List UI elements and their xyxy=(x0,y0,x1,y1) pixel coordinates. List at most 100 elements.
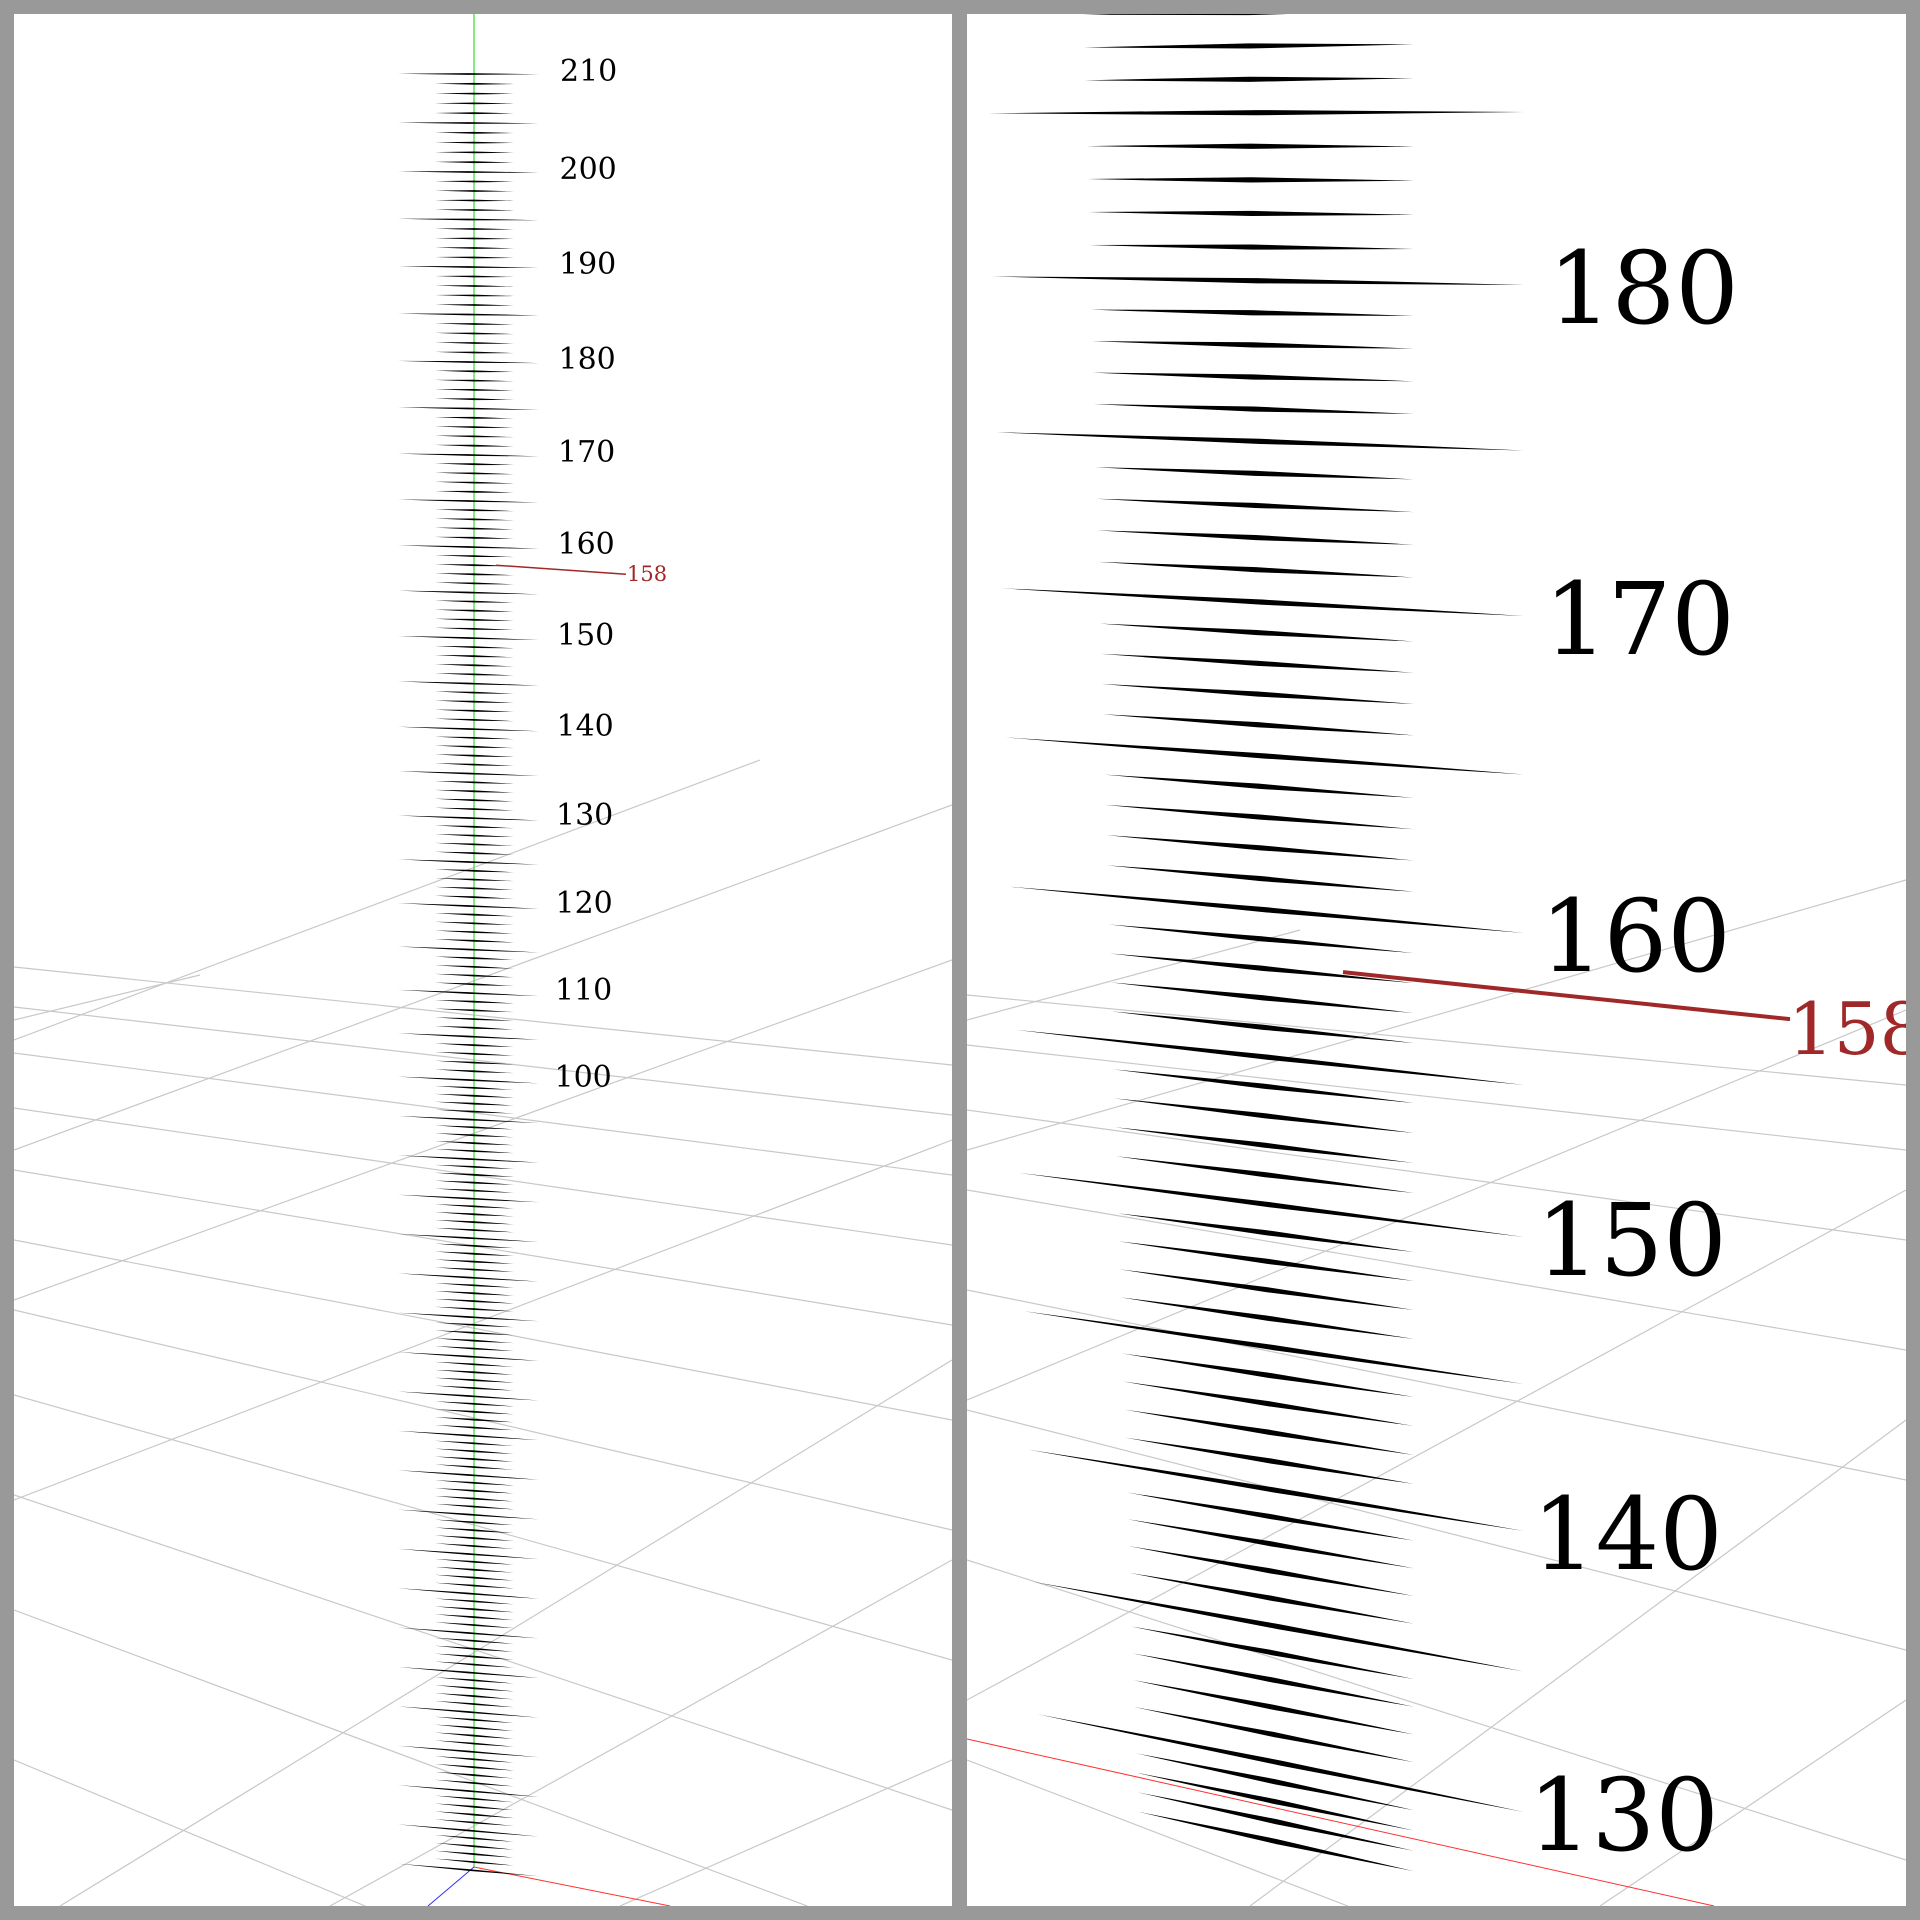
minor-tick xyxy=(435,190,514,192)
minor-tick xyxy=(435,323,514,325)
minor-tick xyxy=(435,1417,514,1423)
minor-tick xyxy=(435,1850,514,1858)
grid-line xyxy=(14,1609,808,1906)
minor-tick xyxy=(435,1834,514,1842)
minor-tick xyxy=(435,237,514,240)
major-tick xyxy=(398,266,539,268)
grid-line xyxy=(967,1409,1906,1651)
minor-tick xyxy=(435,1085,514,1090)
minor-tick xyxy=(435,1693,514,1700)
grid-line xyxy=(967,1109,1906,1241)
minor-tick xyxy=(435,956,514,960)
overview-viewport[interactable]: 210 200 190 180 170 160 150 140 130 120 110 100 158 xyxy=(14,14,952,1906)
major-tick xyxy=(1010,886,1524,933)
ruler-ticks xyxy=(398,73,539,1877)
minor-tick xyxy=(1124,1409,1414,1455)
minor-tick xyxy=(435,1606,514,1613)
minor-tick xyxy=(435,1369,514,1375)
minor-tick xyxy=(435,807,514,811)
minor-tick xyxy=(435,1456,514,1462)
floor-grid xyxy=(967,879,1906,1906)
minor-tick xyxy=(435,930,514,934)
minor-tick xyxy=(435,564,514,567)
minor-tick xyxy=(435,1566,514,1573)
minor-tick xyxy=(435,1582,514,1589)
ruler-label: 150 xyxy=(1536,1182,1727,1299)
marker-label: 158 xyxy=(1788,987,1920,1071)
ruler-ticks xyxy=(987,14,1524,1872)
grid-line xyxy=(14,804,952,1151)
minor-tick xyxy=(435,573,514,576)
minor-tick xyxy=(435,1125,514,1130)
major-tick xyxy=(1019,1172,1524,1237)
major-tick xyxy=(398,1430,539,1441)
minor-tick xyxy=(1135,1753,1414,1811)
minor-tick xyxy=(435,709,514,713)
minor-tick xyxy=(435,789,514,793)
minor-tick xyxy=(435,1700,514,1708)
minor-tick xyxy=(435,691,514,694)
minor-tick xyxy=(435,1842,514,1850)
marker-label: 158 xyxy=(627,562,667,586)
zoom-viewport[interactable]: 180 170 160 150 140 130 158 xyxy=(967,10,1920,1906)
height-marker: 158 xyxy=(1342,970,1920,1071)
minor-tick xyxy=(1105,804,1414,830)
minor-tick xyxy=(435,825,514,829)
major-tick xyxy=(992,276,1524,285)
minor-tick xyxy=(1110,982,1414,1014)
minor-tick xyxy=(435,342,514,344)
minor-tick xyxy=(435,1212,514,1217)
floor-grid xyxy=(14,759,952,1906)
major-tick xyxy=(398,1352,539,1361)
minor-tick xyxy=(435,1598,514,1605)
minor-tick xyxy=(1117,1213,1414,1253)
minor-tick xyxy=(435,536,514,539)
minor-tick xyxy=(1087,177,1414,183)
minor-tick xyxy=(435,1732,514,1739)
grid-line xyxy=(967,1289,1906,1481)
minor-tick xyxy=(435,1740,514,1747)
minor-tick xyxy=(1093,404,1414,415)
minor-tick xyxy=(435,1220,514,1225)
marker-line xyxy=(495,564,627,575)
ruler-label: 170 xyxy=(1544,561,1735,678)
minor-tick xyxy=(435,518,514,521)
minor-tick xyxy=(435,1133,514,1138)
minor-tick xyxy=(435,161,514,164)
ruler-label: 180 xyxy=(1548,230,1739,347)
minor-tick xyxy=(435,1858,514,1866)
marker-line xyxy=(1342,970,1791,1022)
minor-tick xyxy=(1134,1706,1414,1763)
minor-tick xyxy=(1119,1269,1414,1311)
minor-tick xyxy=(1098,561,1414,578)
minor-tick xyxy=(435,1149,514,1154)
minor-tick xyxy=(435,939,514,943)
major-tick xyxy=(1023,1311,1524,1384)
grid-line xyxy=(1249,1419,1906,1906)
minor-tick xyxy=(435,1622,514,1629)
minor-tick xyxy=(435,1519,514,1526)
minor-tick xyxy=(435,228,514,230)
grid-line xyxy=(14,1139,952,1501)
minor-tick xyxy=(1108,924,1414,954)
major-tick xyxy=(1001,588,1524,616)
major-tick xyxy=(398,946,539,953)
minor-tick xyxy=(1099,623,1414,642)
minor-tick xyxy=(435,555,514,558)
minor-tick xyxy=(435,1385,514,1391)
major-tick xyxy=(398,1548,539,1560)
major-tick xyxy=(398,1863,539,1877)
minor-tick xyxy=(435,736,514,740)
minor-tick xyxy=(435,763,514,766)
minor-tick xyxy=(435,1653,514,1660)
minor-tick xyxy=(1114,1098,1414,1134)
major-tick xyxy=(398,590,539,595)
minor-tick xyxy=(1090,309,1414,316)
minor-tick xyxy=(435,618,514,621)
major-tick xyxy=(398,989,539,997)
minor-tick xyxy=(435,645,514,649)
minor-tick xyxy=(435,1535,514,1542)
minor-tick xyxy=(435,700,514,703)
minor-tick xyxy=(435,463,514,466)
